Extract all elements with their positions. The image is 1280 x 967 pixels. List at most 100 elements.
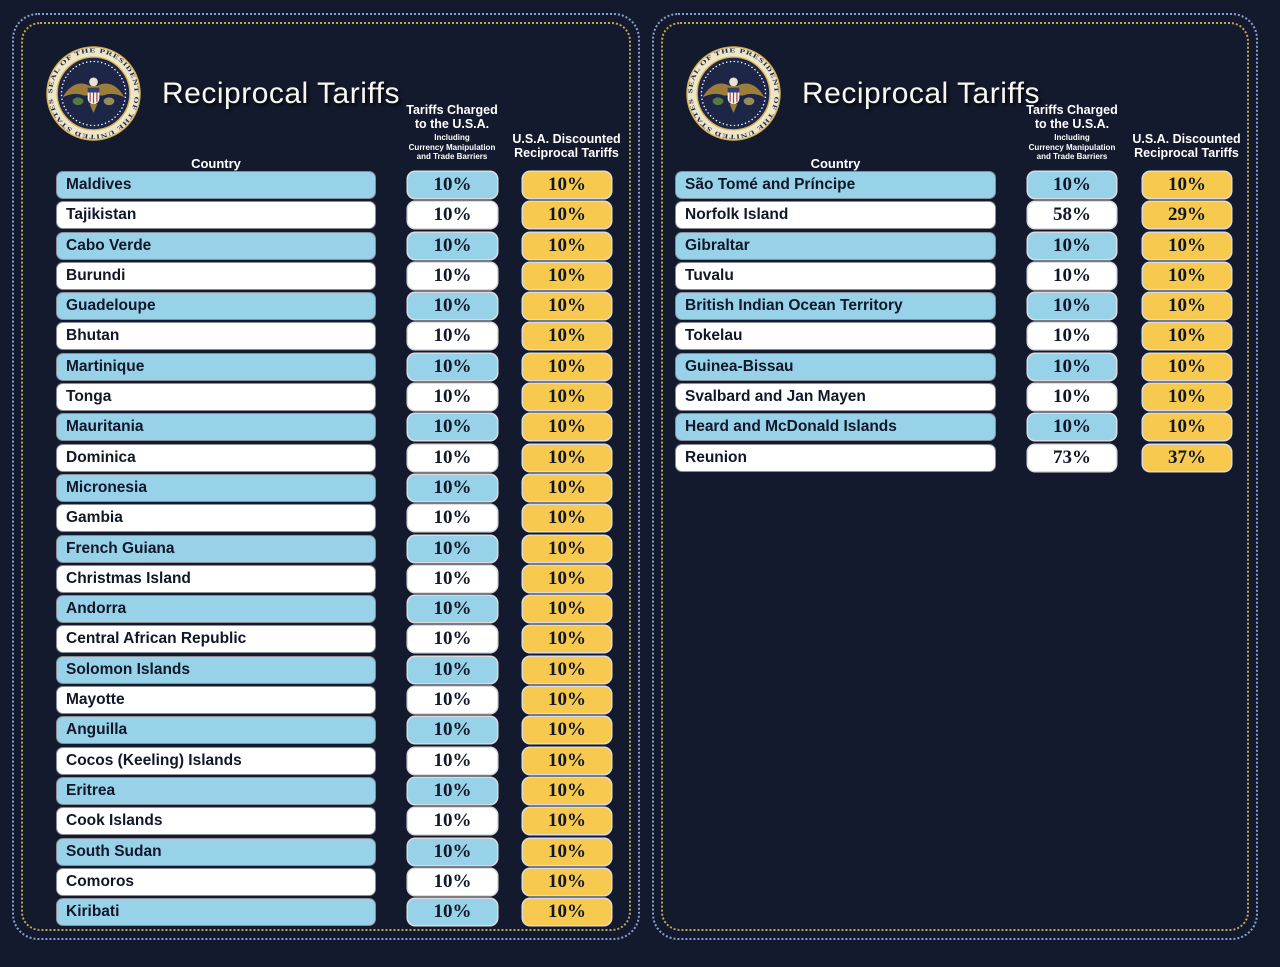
tariff-charged-cell: 10% [1028,353,1116,380]
tariff-charged-cell: 10% [408,232,497,259]
tariff-charged-cell: 10% [1028,172,1116,198]
tariff-charged-cell: 10% [408,808,497,835]
discounted-tariff-cell: 10% [523,535,611,562]
table-row: Gibraltar 10% 10% [654,231,1256,261]
country-cell: Christmas Island [57,565,375,592]
country-cell: Anguilla [57,717,375,744]
discounted-tariff-cell: 10% [1143,353,1231,380]
tariff-charged-cell: 10% [408,384,497,411]
discounted-tariff-cell: 10% [523,596,611,623]
seal-stars-ring [60,60,127,127]
tariff-charged-cell: 58% [1028,202,1116,229]
country-cell: French Guiana [57,535,375,562]
tariff-charged-cell: 10% [408,202,497,229]
country-cell: Heard and McDonald Islands [676,414,995,441]
seal-stars-ring [700,60,767,127]
inner-dotted-border [21,22,631,931]
country-cell: British Indian Ocean Territory [676,293,995,320]
discounted-tariff-cell: 10% [523,262,611,289]
charged-header-sub3: and Trade Barriers [416,152,488,162]
page-title: Reciprocal Tariffs [802,77,1040,110]
country-cell: Tokelau [676,323,995,350]
country-cell: Eritrea [57,777,375,804]
presidential-seal: SEAL OF THE PRESIDENT OF THE UNITED STAT… [685,45,782,142]
table-row: Anguilla 10% 10% [14,715,638,745]
table-row: Comoros 10% 10% [14,867,638,897]
country-cell: Guadeloupe [57,293,375,320]
table-row: Martinique 10% 10% [14,352,638,382]
tariff-charged-cell: 10% [1028,414,1116,441]
discounted-tariff-cell: 37% [1143,444,1231,471]
tariff-charged-cell: 10% [408,293,497,320]
country-cell: Central African Republic [57,626,375,653]
discounted-tariff-cell: 10% [523,868,611,895]
country-cell: Maldives [57,172,375,198]
country-cell: Mayotte [57,687,375,714]
tariff-charged-cell: 10% [1028,262,1116,289]
discounted-tariff-cell: 10% [523,293,611,320]
tariff-table-right: São Tomé and Príncipe 10% 10% Norfolk Is… [654,170,1256,473]
table-row: Central African Republic 10% 10% [14,624,638,654]
tariff-charged-cell: 10% [1028,293,1116,320]
discounted-tariff-cell: 10% [523,232,611,259]
tariff-charged-cell: 10% [1028,323,1116,350]
charged-header-sub2: Currency Manipulation [408,142,496,152]
discounted-tariff-cell: 10% [1143,384,1231,411]
tariff-board-left: SEAL OF THE PRESIDENT OF THE UNITED STAT… [12,13,640,940]
discounted-tariff-cell: 10% [523,323,611,350]
country-cell: Reunion [676,444,995,471]
charged-header-line1: Tariffs Charged [1026,103,1118,117]
discounted-tariff-cell: 10% [523,474,611,501]
tariff-charged-cell: 10% [408,747,497,774]
table-row: Cocos (Keeling) Islands 10% 10% [14,746,638,776]
table-row: Bhutan 10% 10% [14,321,638,351]
tariff-charged-cell: 10% [408,172,497,198]
country-cell: Svalbard and Jan Mayen [676,384,995,411]
tariff-charged-cell: 10% [408,444,497,471]
table-row: Reunion 73% 37% [654,443,1256,473]
discounted-header-line2: Reciprocal Tariffs [514,146,619,160]
table-row: Mayotte 10% 10% [14,685,638,715]
discounted-tariff-cell: 10% [1143,172,1231,198]
country-cell: Solomon Islands [57,656,375,683]
inner-dotted-border [661,22,1249,931]
charged-header-sub3: and Trade Barriers [1036,152,1108,162]
discounted-tariff-cell: 10% [523,687,611,714]
tariff-charged-cell: 10% [408,899,497,926]
tariff-charged-cell: 10% [408,596,497,623]
discounted-tariff-cell: 10% [1143,323,1231,350]
table-row: Gambia 10% 10% [14,503,638,533]
table-row: Tonga 10% 10% [14,382,638,412]
tariff-charged-cell: 10% [408,838,497,865]
discounted-tariff-cell: 10% [523,626,611,653]
tariff-charged-cell: 10% [1028,384,1116,411]
table-row: Cook Islands 10% 10% [14,806,638,836]
table-row: Eritrea 10% 10% [14,776,638,806]
table-row: Christmas Island 10% 10% [14,564,638,594]
tariff-charged-cell: 10% [408,353,497,380]
discounted-tariff-cell: 10% [1143,293,1231,320]
tariff-charged-cell: 10% [408,505,497,532]
tariff-charged-cell: 10% [408,777,497,804]
table-row: Dominica 10% 10% [14,443,638,473]
discounted-tariff-cell: 10% [523,656,611,683]
discounted-tariff-cell: 10% [523,414,611,441]
country-cell: Tajikistan [57,202,375,229]
charged-header-line2: to the U.S.A. [1034,117,1110,131]
table-row: Norfolk Island 58% 29% [654,200,1256,230]
table-row: Solomon Islands 10% 10% [14,655,638,685]
column-header-discounted: U.S.A. Discounted Reciprocal Tariffs [1116,132,1257,160]
presidential-seal: SEAL OF THE PRESIDENT OF THE UNITED STAT… [45,45,142,142]
tariff-table-left: Maldives 10% 10% Tajikistan 10% 10% Cabo… [14,170,638,927]
country-cell: Andorra [57,596,375,623]
charged-header-line2: to the U.S.A. [414,117,490,131]
country-cell: Mauritania [57,414,375,441]
discounted-tariff-cell: 10% [523,353,611,380]
country-cell: Norfolk Island [676,202,995,229]
tariff-charged-cell: 10% [408,717,497,744]
table-row: São Tomé and Príncipe 10% 10% [654,170,1256,200]
presidential-seal-icon: SEAL OF THE PRESIDENT OF THE UNITED STAT… [686,46,781,141]
country-cell: São Tomé and Príncipe [676,172,995,198]
presidential-seal-icon: SEAL OF THE PRESIDENT OF THE UNITED STAT… [46,46,141,141]
eagle-icon [702,77,765,113]
